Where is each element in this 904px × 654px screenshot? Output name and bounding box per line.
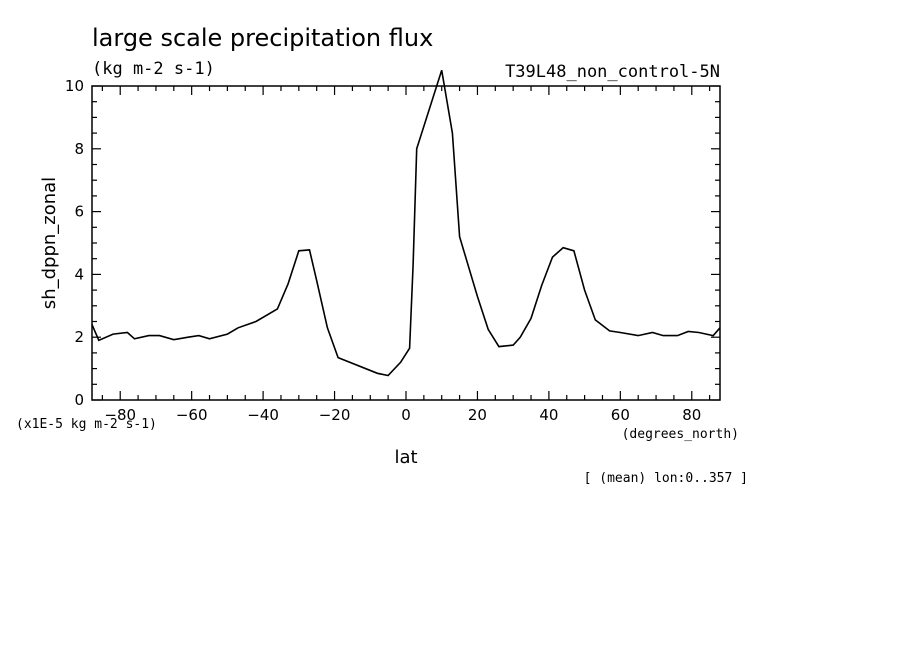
average-label: [ (mean) lon:0..357 ] xyxy=(584,471,748,486)
axis-ticks xyxy=(92,85,720,401)
y-tick-label: 0 xyxy=(74,391,84,409)
y-tick-label: 10 xyxy=(65,77,84,95)
y-tick-label: 2 xyxy=(74,328,84,346)
x-tick-label: −40 xyxy=(247,406,279,424)
y-tick-label: 6 xyxy=(74,203,84,221)
x-tick-label: −20 xyxy=(319,406,351,424)
x-tick-label: 0 xyxy=(401,406,411,424)
plot-area: −80 −60 −40 −20 0 20 40 60 80 0 2 4 6 8 10 xyxy=(65,70,721,424)
x-tick-label: 40 xyxy=(539,406,558,424)
experiment-label: T39L48_non_control-5N xyxy=(505,62,720,82)
chart-title: large scale precipitation flux xyxy=(92,24,433,52)
units-label: (kg m-2 s-1) xyxy=(92,59,215,79)
x-tick-label: 80 xyxy=(682,406,701,424)
x-tick-label: 20 xyxy=(468,406,487,424)
y-scale-label: (x1E-5 kg m-2 s-1) xyxy=(16,417,157,432)
x-unit-label: (degrees_north) xyxy=(622,427,739,442)
y-axis-label: sh_dppn_zonal xyxy=(39,177,60,309)
axis-tick-labels: −80 −60 −40 −20 0 20 40 60 80 0 2 4 6 8 10 xyxy=(65,77,701,424)
x-axis-label: lat xyxy=(394,447,417,468)
series-line xyxy=(91,70,721,377)
y-tick-label: 8 xyxy=(74,140,84,158)
y-tick-label: 4 xyxy=(74,265,84,283)
x-tick-label: 60 xyxy=(611,406,630,424)
x-tick-label: −60 xyxy=(176,406,208,424)
x-tick-label: −80 xyxy=(104,406,136,424)
